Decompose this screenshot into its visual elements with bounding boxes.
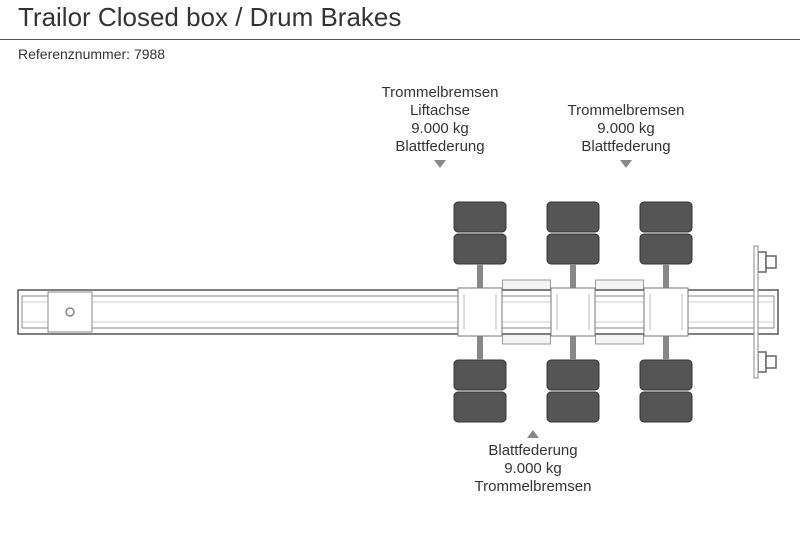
axle-label-top-right: Trommelbremsen9.000 kgBlattfederung bbox=[546, 102, 706, 168]
reference-line: Referenznummer: 7988 bbox=[0, 40, 800, 62]
page-title: Trailor Closed box / Drum Brakes bbox=[0, 0, 800, 33]
axle-label-bottom: Blattfederung9.000 kgTrommelbremsen bbox=[453, 430, 613, 496]
trailer-diagram: TrommelbremsenLiftachse9.000 kgBlattfede… bbox=[0, 60, 800, 480]
axle-label-top-left: TrommelbremsenLiftachse9.000 kgBlattfede… bbox=[360, 84, 520, 168]
